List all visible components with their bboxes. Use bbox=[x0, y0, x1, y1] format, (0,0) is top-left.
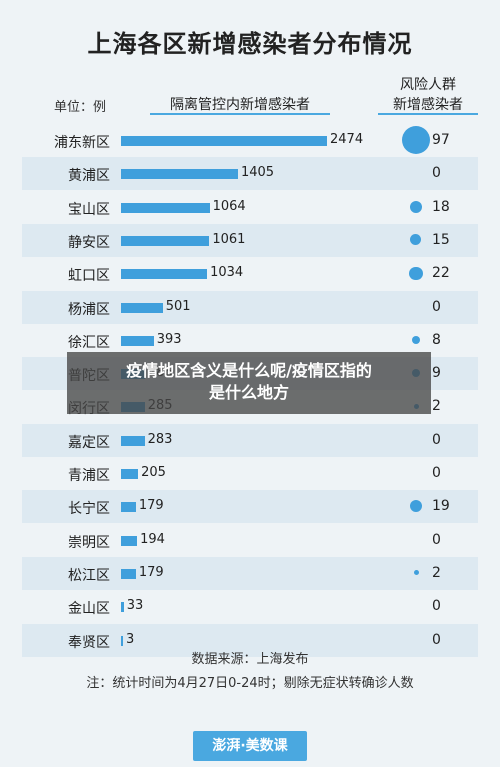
quarantine-bar bbox=[121, 435, 145, 446]
district-label: 金山区 bbox=[68, 601, 110, 618]
risk-value-label: 2 bbox=[432, 398, 441, 415]
quarantine-bar bbox=[121, 635, 123, 646]
row-background bbox=[22, 223, 478, 257]
district-label: 杨浦区 bbox=[68, 301, 110, 318]
quarantine-value-label: 1061 bbox=[212, 231, 246, 247]
risk-bubble bbox=[402, 126, 430, 154]
risk-bubble bbox=[409, 500, 423, 513]
overlay-line-2: 是什么地方 bbox=[208, 383, 289, 402]
quarantine-header-underline bbox=[150, 113, 330, 115]
row-background bbox=[22, 423, 478, 457]
quarantine-value-label: 179 bbox=[138, 498, 164, 514]
quarantine-value-label: 393 bbox=[156, 331, 182, 347]
risk-bubble bbox=[410, 234, 422, 246]
row-background bbox=[22, 490, 478, 524]
unit-label: 单位：例 bbox=[54, 100, 107, 115]
risk-value-label: 0 bbox=[432, 598, 441, 615]
risk-bubble bbox=[409, 200, 423, 213]
quarantine-bar bbox=[121, 502, 136, 513]
quarantine-value-label: 205 bbox=[141, 465, 166, 480]
quarantine-column-header: 隔离管控内新增感染者 bbox=[170, 97, 310, 113]
risk-value-label: 0 bbox=[432, 631, 441, 648]
row-background bbox=[22, 157, 478, 191]
risk-value-label: 0 bbox=[432, 298, 441, 315]
risk-value-label: 9 bbox=[432, 365, 441, 382]
quarantine-value-label: 194 bbox=[140, 531, 165, 547]
quarantine-bar bbox=[121, 302, 163, 313]
quarantine-value-label: 1034 bbox=[210, 265, 244, 281]
risk-value-label: 8 bbox=[432, 331, 441, 348]
quarantine-value-label: 33 bbox=[126, 598, 144, 614]
district-label: 徐汇区 bbox=[68, 334, 110, 351]
district-label: 长宁区 bbox=[68, 501, 110, 518]
overlay-line-1: 疫情地区含义是什么呢/疫情区指的 bbox=[126, 361, 372, 380]
quarantine-bar bbox=[121, 535, 138, 546]
row-background bbox=[22, 623, 478, 657]
risk-value-label: 2 bbox=[432, 564, 441, 581]
risk-column-header-line2: 新增感染者 bbox=[393, 97, 463, 113]
risk-value-label: 18 bbox=[432, 198, 450, 215]
risk-value-label: 15 bbox=[432, 231, 450, 248]
quarantine-value-label: 2474 bbox=[330, 132, 364, 147]
quarantine-bar bbox=[121, 469, 139, 479]
quarantine-bar bbox=[121, 602, 124, 613]
risk-value-label: 22 bbox=[432, 265, 450, 282]
data-source: 数据来源：上海发布 bbox=[191, 652, 309, 667]
district-label: 奉贤区 bbox=[68, 634, 110, 651]
quarantine-bar bbox=[121, 335, 154, 346]
quarantine-bar bbox=[121, 202, 210, 213]
quarantine-value-label: 1405 bbox=[240, 165, 275, 181]
risk-bubble bbox=[409, 266, 423, 280]
row-background bbox=[22, 556, 478, 590]
risk-value-label: 0 bbox=[432, 165, 441, 182]
quarantine-value-label: 501 bbox=[165, 298, 191, 314]
district-label: 静安区 bbox=[68, 234, 110, 251]
footnote: 注：统计时间为4月27日0-24时；剔除无症状转确诊人数 bbox=[86, 676, 414, 691]
brand-logo: 澎湃·美数课 bbox=[193, 731, 307, 761]
district-label: 宝山区 bbox=[68, 201, 110, 218]
risk-bubble bbox=[411, 335, 420, 344]
risk-bubble bbox=[413, 570, 419, 576]
district-label: 黄浦区 bbox=[68, 168, 110, 185]
risk-column-header-line1: 风险人群 bbox=[400, 77, 456, 93]
quarantine-bar bbox=[121, 269, 208, 280]
quarantine-bar bbox=[121, 568, 136, 579]
quarantine-value-label: 3 bbox=[126, 631, 135, 647]
risk-value-label: 19 bbox=[432, 498, 450, 515]
quarantine-bar bbox=[121, 235, 210, 246]
risk-value-label: 97 bbox=[432, 132, 450, 148]
quarantine-value-label: 283 bbox=[147, 431, 173, 447]
quarantine-value-label: 1064 bbox=[212, 198, 246, 214]
quarantine-bar bbox=[121, 169, 238, 180]
row-background bbox=[22, 290, 478, 324]
quarantine-bar bbox=[121, 136, 327, 146]
district-label: 浦东新区 bbox=[54, 135, 110, 151]
overlay-banner: 疫情地区含义是什么呢/疫情区指的 是什么地方 bbox=[67, 352, 431, 414]
risk-value-label: 0 bbox=[432, 531, 441, 548]
district-label: 青浦区 bbox=[68, 468, 110, 484]
risk-header-underline bbox=[378, 113, 478, 115]
risk-value-label: 0 bbox=[432, 465, 441, 481]
district-label: 嘉定区 bbox=[68, 434, 110, 451]
district-label: 崇明区 bbox=[68, 534, 110, 551]
chart-title: 上海各区新增感染者分布情况 bbox=[87, 30, 413, 58]
district-label: 虹口区 bbox=[68, 268, 110, 285]
district-label: 松江区 bbox=[68, 567, 110, 584]
quarantine-value-label: 179 bbox=[138, 564, 164, 580]
risk-value-label: 0 bbox=[432, 431, 441, 448]
